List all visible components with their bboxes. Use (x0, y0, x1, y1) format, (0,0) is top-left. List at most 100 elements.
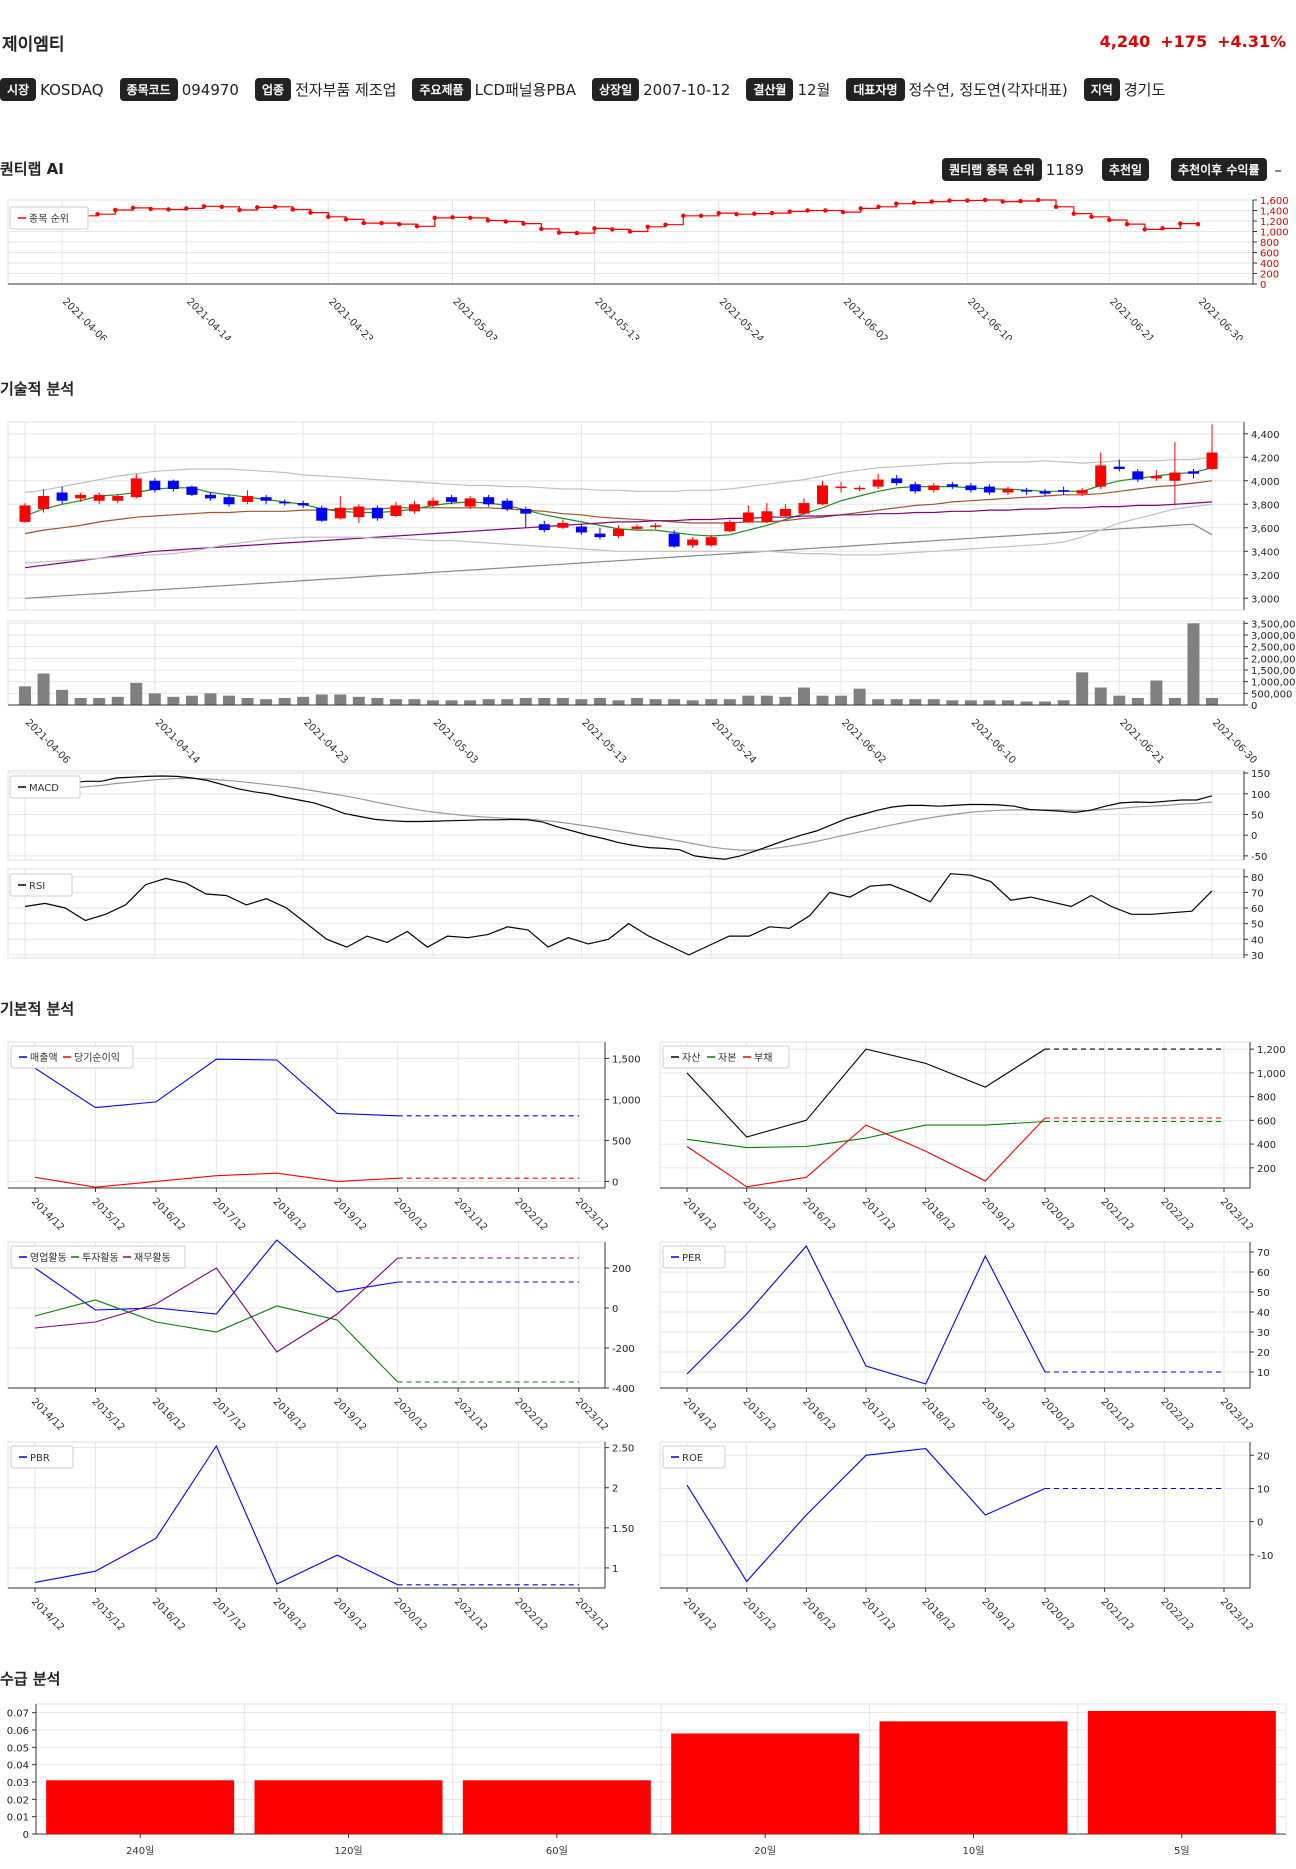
y-tick-label: 3,000 (1251, 594, 1280, 605)
x-tick-label: 2018/12 (271, 1596, 308, 1630)
rank-point (468, 215, 473, 221)
volume-bar (482, 699, 495, 705)
x-tick-label: 2014/12 (681, 1396, 718, 1430)
sales-income-chart: 0 500 1,000 1,500 2014/12 2015/12 2016/12 2017/… (7, 1041, 641, 1230)
candle-body (909, 484, 921, 492)
y-tick-label: 3,600 (1251, 524, 1280, 535)
x-tick-label: 2021-06-10 (965, 296, 1014, 340)
volume-bar (1057, 700, 1070, 705)
y-tick-label: 40 (1257, 1308, 1270, 1319)
candle-body (371, 507, 383, 519)
x-tick-label: 2017/12 (210, 1596, 247, 1630)
volume-bar (1094, 687, 1107, 705)
rank-point (272, 204, 278, 210)
plot-area (659, 1441, 1251, 1589)
rank-point (698, 213, 704, 218)
volume-bar (223, 695, 236, 705)
x-tick-label: 2023/12 (573, 1596, 610, 1630)
info-ceo: 대표자명 정수연, 정도연(각자대표) (846, 78, 1068, 101)
rank-point (414, 224, 420, 229)
x-tick-label: 2020/12 (392, 1196, 429, 1230)
y-tick-label: 1,000 (1257, 1069, 1286, 1080)
volume-bar (964, 700, 977, 705)
x-tick-label: 2021-06-30 (1210, 717, 1259, 766)
info-market: 시장 KOSDAQ (0, 78, 104, 101)
rank-point (1160, 226, 1165, 231)
x-tick-label: 2021-05-03 (450, 296, 499, 340)
y-tick-label: 30 (1257, 1328, 1270, 1339)
legend-label: 부채 (754, 1052, 772, 1064)
supply-bar (46, 1780, 235, 1834)
candle-body (1021, 490, 1033, 492)
y-tick-label: 2 (612, 1484, 618, 1495)
volume-bar (890, 699, 903, 705)
fundamental-section-title: 기본적 분석 (0, 1000, 75, 1018)
info-listing-date-value: 2007-10-12 (643, 80, 731, 99)
y-tick-label: 1 (612, 1564, 618, 1575)
candle-body (575, 526, 587, 533)
x-tick-label: 2021-04-14 (153, 717, 202, 766)
assets-equity-debt-chart: 200 400 600 800 1,000 1,200 2014/12 2015/12 2016… (659, 1041, 1286, 1230)
rank-point (95, 211, 100, 217)
y-tick-label: 200 (612, 1264, 631, 1275)
x-tick-label: 2014/12 (29, 1596, 66, 1630)
rank-point (947, 198, 952, 203)
info-market-value: KOSDAQ (40, 80, 104, 99)
y-tick-label: 400 (1260, 259, 1279, 270)
volume-bar (1150, 680, 1163, 705)
volume-bar (371, 698, 384, 705)
y-tick-label: 3,400 (1251, 547, 1280, 558)
x-tick-label: 2018/12 (920, 1596, 957, 1630)
rank-point (840, 209, 846, 215)
volume-bar (575, 699, 588, 705)
info-product: 주요제품 LCD패널용PBA (412, 78, 576, 101)
y-tick-label: 1,600 (1260, 196, 1289, 207)
rank-point (823, 208, 828, 213)
x-tick-label: 2014/12 (29, 1396, 66, 1430)
candle-body (538, 524, 550, 531)
candle-body (297, 503, 309, 506)
info-market-label: 시장 (0, 78, 37, 101)
y-tick-label: 0.05 (7, 1743, 29, 1754)
candle-body (1039, 491, 1051, 494)
cashflow-chart: -400 -200 0 200 2014/12 2015/12 2016/12 2017/12… (7, 1239, 635, 1430)
candle-body (631, 526, 643, 529)
x-tick-label: 60일 (546, 1845, 568, 1857)
price-change: +175 (1160, 32, 1208, 51)
volume-bar (872, 699, 885, 705)
rank-point (521, 221, 526, 226)
volume-bar (519, 698, 532, 705)
legend-label: 투자활동 (82, 1251, 119, 1264)
rsi-chart: 30 40 50 60 70 80 RSI (7, 868, 1264, 962)
y-tick-label: 80 (1251, 873, 1264, 884)
y-tick-label: 50 (1251, 810, 1264, 821)
y-tick-label: 100 (1251, 790, 1270, 801)
x-tick-label: 2015/12 (741, 1196, 778, 1230)
rank-point (379, 220, 384, 226)
y-tick-label: 10 (1257, 1484, 1270, 1495)
volume-bar (742, 695, 755, 705)
info-ceo-value: 정수연, 정도연(각자대표) (908, 81, 1068, 99)
x-tick-label: 2023/12 (1218, 1396, 1255, 1430)
candle-body (483, 497, 495, 505)
volume-bar (835, 695, 848, 705)
candle-body (353, 506, 365, 518)
y-tick-label: 0.04 (7, 1761, 29, 1772)
rank-point (681, 213, 686, 218)
info-region-value: 경기도 (1123, 81, 1166, 99)
roe-chart: -10 0 10 20 2014/12 2015/12 2016/12 2017/12 2018… (659, 1441, 1273, 1630)
info-listing-date: 상장일 2007-10-12 (592, 78, 730, 101)
y-tick-label: 150 (1251, 769, 1270, 780)
rank-point (201, 204, 207, 209)
ai-section-title: 퀀티랩 AI (0, 160, 64, 178)
y-tick-label: 2,000,000 (1251, 654, 1296, 665)
rank-point (734, 211, 739, 217)
x-tick-label: 2019/12 (979, 1596, 1016, 1630)
candle-body (223, 497, 235, 505)
volume-bar (927, 699, 940, 705)
legend-box (662, 1445, 726, 1469)
candle-body (946, 484, 958, 487)
ma-line-bb-upper (24, 456, 1213, 494)
y-tick-label: 600 (1257, 1116, 1276, 1127)
